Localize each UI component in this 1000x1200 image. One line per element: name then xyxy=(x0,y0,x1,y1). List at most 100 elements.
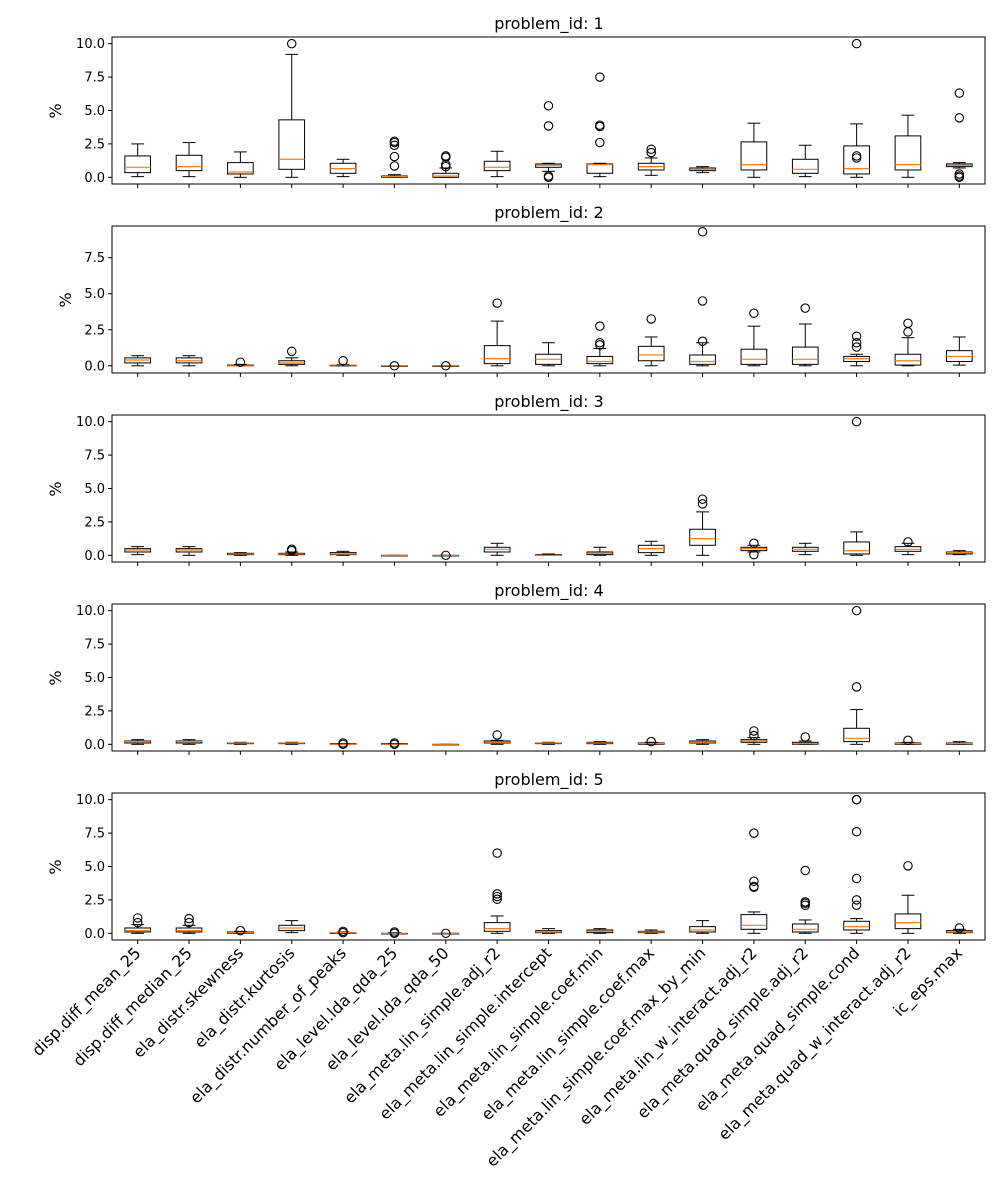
outlier-point xyxy=(749,730,759,741)
box-8 xyxy=(483,542,511,556)
box-body xyxy=(124,927,152,933)
outlier-point xyxy=(132,917,143,928)
box-10 xyxy=(586,928,614,934)
outlier-point xyxy=(441,361,451,371)
box-11 xyxy=(637,314,665,367)
box-body xyxy=(740,141,768,171)
box-body xyxy=(894,913,922,930)
outlier-point xyxy=(595,120,605,130)
y-axis-label: % xyxy=(46,481,65,496)
box-5 xyxy=(329,355,357,367)
box-3 xyxy=(227,925,254,936)
box-2 xyxy=(175,913,203,934)
box-17 xyxy=(945,336,973,366)
box-body xyxy=(689,354,716,365)
subplot-title: problem_id: 1 xyxy=(494,14,603,34)
box-5 xyxy=(329,738,357,750)
outlier-point xyxy=(286,38,297,49)
subplot-title: problem_id: 2 xyxy=(494,203,603,223)
outlier-point xyxy=(851,337,862,348)
box-5 xyxy=(329,158,357,178)
y-tick-label: 2.5 xyxy=(84,893,105,908)
y-tick-label: 7.5 xyxy=(84,827,105,842)
box-13 xyxy=(740,538,768,560)
box-17 xyxy=(945,923,973,934)
box-12 xyxy=(689,739,716,745)
outlier-point xyxy=(697,499,708,509)
outlier-point xyxy=(389,738,400,748)
x-ticks xyxy=(137,184,960,188)
outlier-point xyxy=(749,726,759,736)
y-tick-label: 2.5 xyxy=(84,137,105,152)
box-5 xyxy=(329,926,357,938)
outlier-point xyxy=(954,88,965,98)
outlier-point xyxy=(389,151,400,162)
y-tick-label: 7.5 xyxy=(84,449,105,464)
outlier-point xyxy=(543,121,554,131)
box-3 xyxy=(227,357,254,367)
outlier-point xyxy=(235,925,246,936)
box-11 xyxy=(637,144,665,176)
outlier-point xyxy=(389,136,400,146)
outlier-point xyxy=(851,605,862,616)
outlier-point xyxy=(697,296,708,306)
box-body xyxy=(843,920,870,931)
box-13 xyxy=(740,726,768,745)
x-ticks xyxy=(137,751,960,755)
box-9 xyxy=(535,342,562,367)
outlier-point xyxy=(749,881,759,892)
box-12 xyxy=(689,227,716,367)
outlier-point xyxy=(903,537,913,547)
box-3 xyxy=(227,552,254,556)
outlier-point xyxy=(389,140,400,150)
y-tick-label: 2.5 xyxy=(84,515,105,530)
box-body xyxy=(586,355,614,365)
box-4 xyxy=(278,920,306,934)
outlier-point xyxy=(286,544,297,555)
outlier-point xyxy=(851,900,862,911)
box-12 xyxy=(689,920,716,934)
box-17 xyxy=(945,741,973,745)
axes-frame xyxy=(111,414,986,563)
outlier-point xyxy=(235,357,246,367)
box-7 xyxy=(432,928,460,939)
outlier-point xyxy=(954,169,965,179)
y-tick-label: 10.0 xyxy=(76,37,105,52)
box-8 xyxy=(483,730,511,745)
outlier-point xyxy=(441,550,451,561)
box-body xyxy=(689,528,716,546)
y-axis-label: % xyxy=(46,103,65,118)
boxes xyxy=(124,38,973,183)
box-body xyxy=(227,162,254,175)
box-2 xyxy=(175,142,203,178)
box-5 xyxy=(329,550,357,556)
y-tick-label: 0.0 xyxy=(84,359,105,374)
box-16 xyxy=(894,861,922,934)
outlier-point xyxy=(338,926,348,937)
box-6 xyxy=(381,361,408,371)
box-body xyxy=(843,541,870,555)
box-6 xyxy=(381,927,408,939)
box-2 xyxy=(175,355,203,367)
box-4 xyxy=(278,38,306,178)
box-14 xyxy=(791,303,819,367)
box-14 xyxy=(791,865,819,934)
y-tick-label: 7.5 xyxy=(84,71,105,86)
box-body xyxy=(483,160,511,172)
outlier-point xyxy=(749,538,759,549)
box-body xyxy=(740,914,768,930)
box-9 xyxy=(535,928,562,934)
outlier-point xyxy=(646,736,656,747)
x-ticks xyxy=(137,562,960,566)
axes-frame xyxy=(111,603,986,752)
box-14 xyxy=(791,542,819,556)
subplot-title: problem_id: 3 xyxy=(494,392,603,412)
box-11 xyxy=(637,540,665,556)
outlier-point xyxy=(132,913,143,923)
y-tick-label: 7.5 xyxy=(84,251,105,266)
boxes xyxy=(124,416,973,561)
box-11 xyxy=(637,736,665,747)
box-4 xyxy=(278,346,306,367)
box-11 xyxy=(637,929,665,934)
box-9 xyxy=(535,741,562,745)
